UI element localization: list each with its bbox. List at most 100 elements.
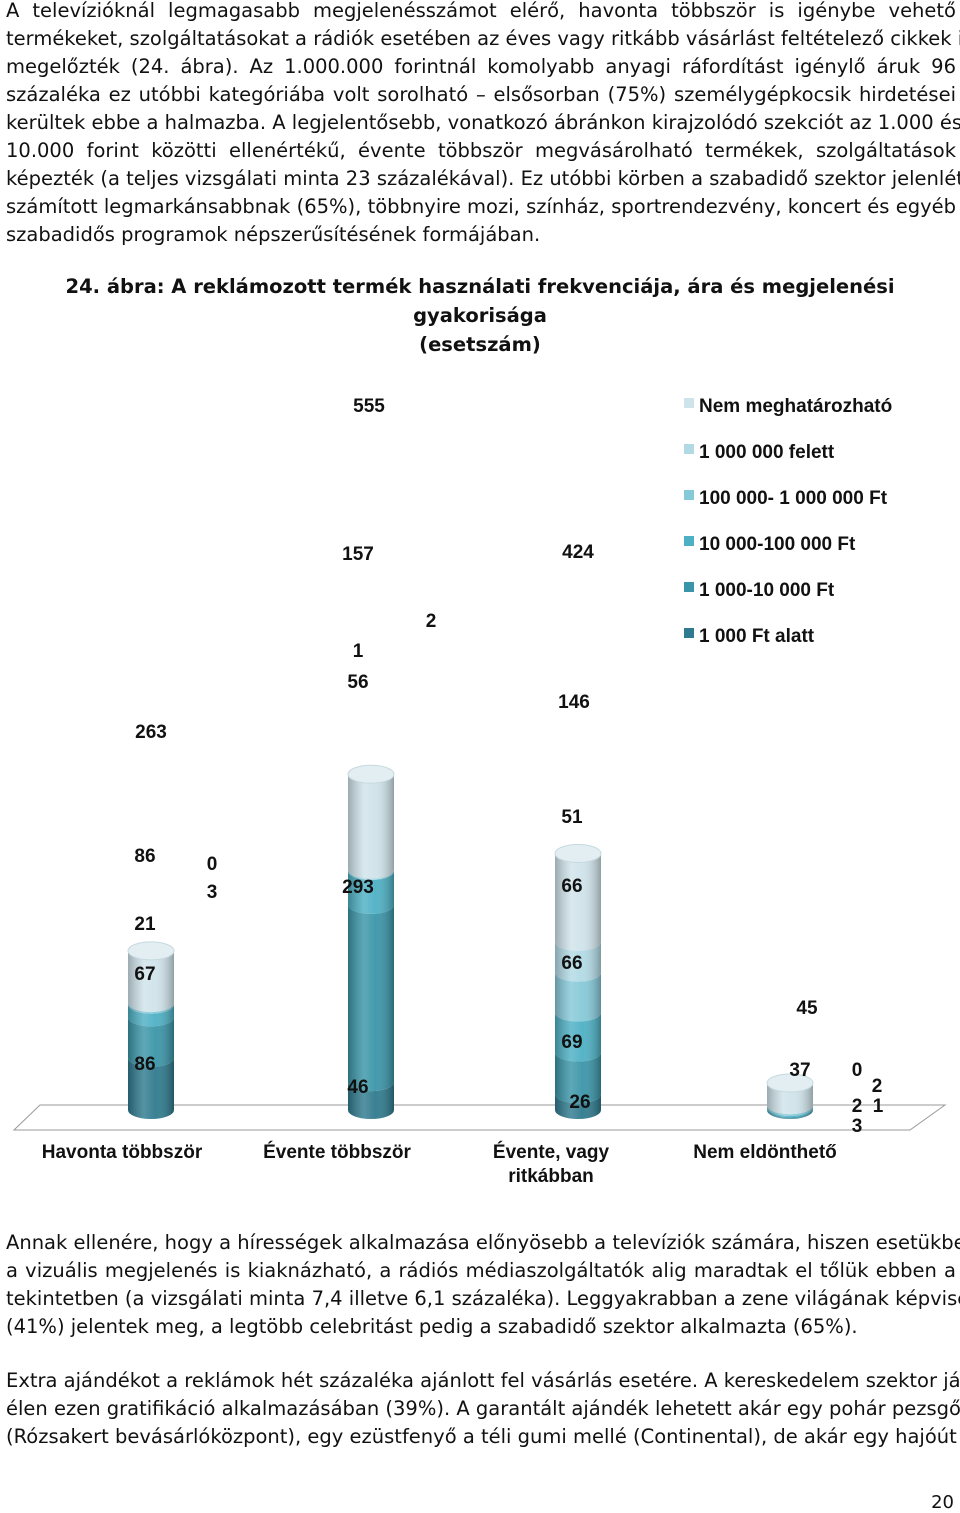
bar-segment-shade bbox=[348, 904, 394, 1092]
figure-title-line-2: (esetszám) bbox=[419, 333, 541, 356]
legend-swatch bbox=[684, 444, 694, 454]
paragraph-line: képezték (a teljes vizsgálati minta 23 s… bbox=[6, 167, 960, 190]
paragraph-line: termékeket, szolgáltatásokat a rádiók es… bbox=[6, 27, 960, 50]
bar-segment bbox=[555, 1012, 601, 1062]
paragraph-line: kerültek ebbe a halmazba. A legjelentőse… bbox=[6, 111, 960, 134]
value-label: 146 bbox=[558, 692, 590, 713]
bar-segment-shade bbox=[555, 1012, 601, 1062]
bar-segment-shade bbox=[555, 941, 601, 982]
figure-title: 24. ábra: A reklámozott termék használat… bbox=[0, 272, 960, 359]
bar-top-cap bbox=[554, 843, 602, 863]
page-number: 20 bbox=[931, 1492, 954, 1513]
value-label: 0 bbox=[207, 854, 218, 875]
value-label: 66 bbox=[561, 953, 582, 974]
bar-segment bbox=[128, 1002, 174, 1014]
paragraph-line: (41%) jelentek meg, a legtöbb celebritás… bbox=[6, 1315, 858, 1338]
paragraph-line: tekintetben (a vizsgálati minta 7,4 ille… bbox=[6, 1287, 960, 1310]
bar-segment bbox=[128, 1017, 174, 1067]
legend-swatch bbox=[684, 536, 694, 546]
paragraph-line: Annak ellenére, hogy a hírességek alkalm… bbox=[6, 1231, 960, 1254]
chart-legend: Nem meghatározható 1 000 000 felett 100 00… bbox=[684, 396, 892, 647]
legend-item: 1 000 Ft alatt bbox=[684, 626, 815, 647]
bar-segment-shade bbox=[128, 1004, 174, 1027]
paragraph-1: A televízióknál legmagasabb megjelenéssz… bbox=[6, 0, 960, 249]
bar-segment-shade bbox=[555, 1052, 601, 1104]
legend-label: 100 000- 1 000 000 Ft bbox=[699, 488, 888, 509]
value-label: 69 bbox=[561, 1032, 582, 1053]
value-label: 86 bbox=[134, 846, 155, 867]
value-label: 67 bbox=[134, 964, 155, 985]
total-label: 555 bbox=[353, 396, 385, 417]
paragraph-2: Annak ellenére, hogy a hírességek alkalm… bbox=[6, 1229, 960, 1341]
bar-segment bbox=[348, 871, 394, 914]
paragraph-line: százaléka ez utóbbi kategóriába volt sor… bbox=[6, 83, 956, 106]
legend-label: 1 000 000 felett bbox=[699, 442, 835, 463]
bar-segment-shade bbox=[348, 1082, 394, 1119]
value-label: 37 bbox=[789, 1060, 810, 1081]
bar-segment bbox=[555, 853, 601, 951]
value-label: 46 bbox=[347, 1077, 368, 1098]
legend-swatch bbox=[684, 398, 694, 408]
bar-top-cap bbox=[127, 941, 175, 961]
value-label: 3 bbox=[207, 882, 218, 903]
bar-segment bbox=[555, 1094, 601, 1119]
bar-segment-shade bbox=[348, 774, 394, 879]
value-label: 2 bbox=[852, 1096, 863, 1117]
total-label: 45 bbox=[796, 998, 818, 1019]
category-label: Nem eldönthető bbox=[693, 1142, 837, 1163]
legend-swatch bbox=[684, 582, 694, 592]
value-label: 21 bbox=[134, 914, 156, 935]
bar-segment bbox=[555, 1052, 601, 1104]
figure-title-line-1: 24. ábra: A reklámozott termék használat… bbox=[65, 275, 895, 327]
total-label: 263 bbox=[135, 722, 167, 743]
bar-segment bbox=[128, 950, 174, 1012]
bar-segment-shade bbox=[767, 1105, 813, 1116]
legend-label: Nem meghatározható bbox=[699, 396, 892, 417]
bar-segment-shade bbox=[555, 853, 601, 951]
legend-item: 10 000-100 000 Ft bbox=[684, 534, 856, 555]
paragraph-line: 10.000 forint közötti ellenértékű, évent… bbox=[6, 139, 956, 162]
bar-segment bbox=[348, 1082, 394, 1119]
bar-top-cap bbox=[347, 764, 395, 784]
paragraph-line: szabadidős programok népszerűsítésének f… bbox=[6, 223, 541, 246]
value-label: 0 bbox=[852, 1060, 863, 1081]
value-label: 157 bbox=[342, 544, 374, 565]
bar-segment-shade bbox=[348, 871, 394, 914]
legend-label: 10 000-100 000 Ft bbox=[699, 534, 856, 555]
bar-segment-shade bbox=[128, 1057, 174, 1119]
value-label: 51 bbox=[561, 807, 583, 828]
legend-label: 1 000-10 000 Ft bbox=[699, 580, 835, 601]
bar-segment-shade bbox=[128, 1002, 174, 1014]
bar-segment bbox=[128, 1057, 174, 1119]
legend-item: 1 000-10 000 Ft bbox=[684, 580, 835, 601]
bar-segment-shade bbox=[128, 1017, 174, 1067]
value-label: 66 bbox=[561, 876, 582, 897]
paragraph-3: Extra ajándékot a reklámok hét százaléka… bbox=[6, 1367, 960, 1451]
value-label: 3 bbox=[852, 1116, 863, 1137]
category-label: Havonta többször bbox=[42, 1142, 203, 1163]
category-label: Évente, vagy bbox=[493, 1141, 610, 1163]
value-label: 86 bbox=[134, 1054, 155, 1075]
paragraph-line: A televízióknál legmagasabb megjelenéssz… bbox=[6, 0, 956, 22]
legend-swatch bbox=[684, 490, 694, 500]
legend-swatch bbox=[684, 628, 694, 638]
legend-item: Nem meghatározható bbox=[684, 396, 892, 417]
value-label: 2 bbox=[872, 1076, 883, 1097]
category-label: ritkábban bbox=[508, 1166, 594, 1187]
value-label: 1 bbox=[353, 641, 364, 662]
bar-segment bbox=[348, 904, 394, 1092]
value-label: 2 bbox=[426, 611, 437, 632]
bar-segment-shade bbox=[128, 950, 174, 1012]
chart-category-labels: Havonta többször Évente többször Évente, v… bbox=[42, 1141, 837, 1187]
paragraph-line: Extra ajándékot a reklámok hét százaléka… bbox=[6, 1369, 960, 1392]
bar-segment bbox=[348, 774, 394, 879]
value-label: 26 bbox=[569, 1092, 590, 1113]
total-label: 424 bbox=[562, 542, 594, 563]
bar-segment-shade bbox=[555, 972, 601, 1022]
value-label: 293 bbox=[342, 877, 374, 898]
category-label: Évente többször bbox=[263, 1141, 411, 1163]
paragraph-line: (Rózsakert bevásárlóközpont), egy ezüstf… bbox=[6, 1425, 960, 1448]
bar-segment-shade bbox=[555, 1094, 601, 1119]
